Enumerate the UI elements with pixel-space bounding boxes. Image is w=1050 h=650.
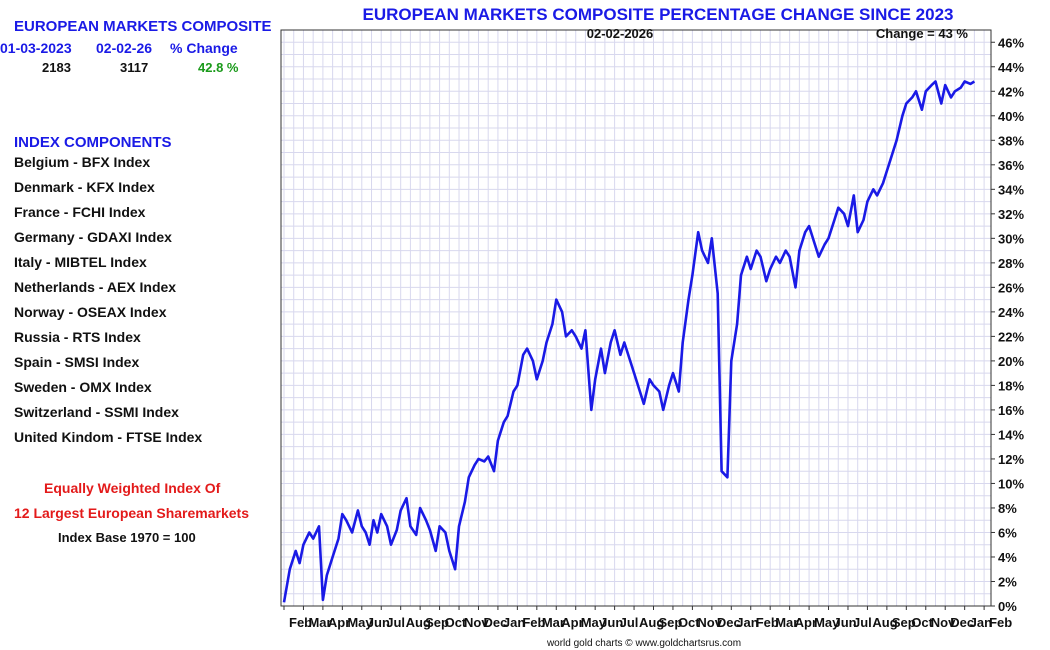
component-item: Norway - OSEAX Index — [14, 304, 167, 320]
x-tick-label: Nov — [931, 615, 956, 630]
x-tick-label: Nov — [697, 615, 722, 630]
note-line-2: 12 Largest European Sharemarkets — [14, 505, 249, 521]
change-label: Change = 43 % — [876, 26, 969, 41]
component-item: Denmark - KFX Index — [14, 179, 155, 195]
chart-title: EUROPEAN MARKETS COMPOSITE PERCENTAGE CH… — [363, 5, 954, 24]
x-tick-label: Feb — [289, 615, 312, 630]
x-tick-label: Jan — [503, 615, 525, 630]
x-tick-label: Mar — [308, 615, 331, 630]
x-tick-label: Oct — [445, 615, 467, 630]
y-tick-label: 30% — [998, 231, 1024, 246]
x-tick-label: Jan — [736, 615, 758, 630]
x-tick-label: Apr — [561, 615, 583, 630]
footer-credit: world gold charts © www.goldchartsrus.co… — [546, 638, 741, 649]
y-tick-label: 24% — [998, 305, 1024, 320]
summary-heading: EUROPEAN MARKETS COMPOSITE — [14, 18, 272, 35]
x-tick-label: Apr — [795, 615, 817, 630]
y-tick-label: 34% — [998, 182, 1024, 197]
y-tick-label: 46% — [998, 35, 1024, 50]
components-heading: INDEX COMPONENTS — [14, 134, 172, 151]
component-item: Spain - SMSI Index — [14, 354, 140, 370]
x-tick-label: Aug — [639, 615, 664, 630]
note-line-3: Index Base 1970 = 100 — [58, 530, 196, 545]
x-tick-label: Jan — [970, 615, 992, 630]
y-tick-label: 40% — [998, 109, 1024, 124]
end-value: 3117 — [120, 60, 149, 75]
y-tick-label: 36% — [998, 158, 1024, 173]
x-tick-label: Dec — [717, 615, 741, 630]
y-tick-label: 0% — [998, 599, 1017, 614]
component-item: United Kindom - FTSE Index — [14, 429, 203, 445]
x-tick-label: Apr — [328, 615, 350, 630]
chart-grid — [281, 30, 991, 607]
y-tick-label: 6% — [998, 525, 1017, 540]
component-item: France - FCHI Index — [14, 204, 146, 220]
component-item: Switzerland - SSMI Index — [14, 404, 179, 420]
end-date-header: 02-02-26 — [96, 40, 153, 56]
y-tick-label: 28% — [998, 256, 1024, 271]
y-tick-label: 16% — [998, 403, 1024, 418]
x-tick-label: Jul — [853, 615, 872, 630]
pct-change-value: 42.8 % — [198, 60, 239, 75]
x-tick-label: Feb — [522, 615, 545, 630]
component-item: Russia - RTS Index — [14, 329, 141, 345]
composite-line — [282, 80, 976, 603]
x-tick-label: Oct — [911, 615, 933, 630]
x-tick-label: Dec — [950, 615, 974, 630]
x-tick-label: May — [581, 615, 607, 630]
x-tick-label: May — [814, 615, 840, 630]
note-line-1: Equally Weighted Index Of — [44, 480, 221, 496]
x-tick-label: Feb — [989, 615, 1012, 630]
y-tick-label: 44% — [998, 60, 1024, 75]
component-item: Italy - MIBTEL Index — [14, 254, 147, 270]
y-tick-label: 12% — [998, 452, 1024, 467]
y-tick-label: 18% — [998, 378, 1024, 393]
date-label: 02-02-2026 — [587, 26, 654, 41]
x-tick-label: Aug — [406, 615, 431, 630]
component-item: Netherlands - AEX Index — [14, 279, 177, 295]
component-item: Belgium - BFX Index — [14, 154, 151, 170]
x-tick-label: Sep — [892, 615, 916, 630]
x-tick-label: Aug — [872, 615, 897, 630]
x-tick-label: Nov — [464, 615, 489, 630]
component-item: Sweden - OMX Index — [14, 379, 152, 395]
y-tick-label: 20% — [998, 354, 1024, 369]
y-tick-label: 8% — [998, 501, 1017, 516]
y-tick-label: 2% — [998, 574, 1017, 589]
y-tick-label: 32% — [998, 207, 1024, 222]
x-tick-label: Jun — [834, 615, 857, 630]
x-tick-label: Jul — [620, 615, 639, 630]
x-tick-label: Jul — [386, 615, 405, 630]
start-value: 2183 — [42, 60, 71, 75]
y-tick-label: 4% — [998, 550, 1017, 565]
y-tick-label: 10% — [998, 476, 1024, 491]
x-tick-label: Dec — [483, 615, 507, 630]
y-tick-label: 22% — [998, 329, 1024, 344]
pct-change-header: % Change — [170, 40, 238, 56]
x-tick-label: Jun — [600, 615, 623, 630]
x-tick-label: May — [347, 615, 373, 630]
x-tick-label: Feb — [756, 615, 779, 630]
y-tick-label: 14% — [998, 427, 1024, 442]
x-tick-label: Mar — [775, 615, 798, 630]
component-item: Germany - GDAXI Index — [14, 229, 172, 245]
x-tick-label: Sep — [659, 615, 683, 630]
plot-frame — [280, 29, 992, 607]
y-tick-label: 42% — [998, 84, 1024, 99]
y-tick-label: 26% — [998, 280, 1024, 295]
y-axis: 0% 2% 4% 6% 8% 10% 12% 14% 16% 18% 20% 22% 24% 26% 28%… — [991, 35, 1024, 614]
y-tick-label: 38% — [998, 133, 1024, 148]
x-tick-label: Jun — [367, 615, 390, 630]
x-tick-label: Mar — [542, 615, 565, 630]
x-tick-label: Sep — [425, 615, 449, 630]
start-date-header: 01-03-2023 — [0, 40, 72, 56]
x-tick-label: Oct — [678, 615, 700, 630]
